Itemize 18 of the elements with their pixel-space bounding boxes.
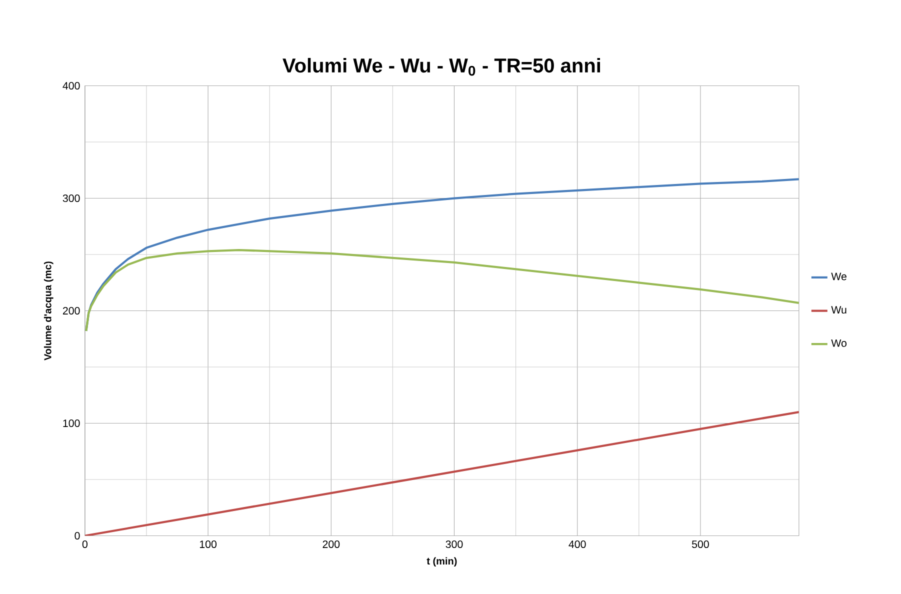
y-tick-label: 100 (63, 420, 80, 428)
x-tick-label: 400 (568, 540, 586, 548)
legend-label: We (831, 272, 846, 280)
x-tick-label: 100 (200, 540, 217, 548)
y-axis-title: Volume d'acqua (mc) (44, 262, 54, 360)
y-tick-label: 0 (74, 532, 80, 540)
x-tick-label: 300 (446, 540, 463, 548)
x-tick-label: 500 (692, 540, 709, 548)
legend-label: Wu (831, 306, 846, 314)
y-tick-label: 400 (62, 82, 80, 90)
chart-title: Volumi We - Wu - W$_{0}$ - TR=50 anni (282, 58, 600, 76)
y-tick-label: 200 (62, 307, 80, 315)
x-tick-label: 0 (82, 540, 88, 548)
y-tick-label: 300 (62, 194, 80, 202)
x-tick-label: 200 (322, 540, 340, 548)
legend-label: Wo (831, 339, 846, 347)
x-axis-title: t (min) (426, 557, 457, 567)
line-series (84, 410, 799, 536)
